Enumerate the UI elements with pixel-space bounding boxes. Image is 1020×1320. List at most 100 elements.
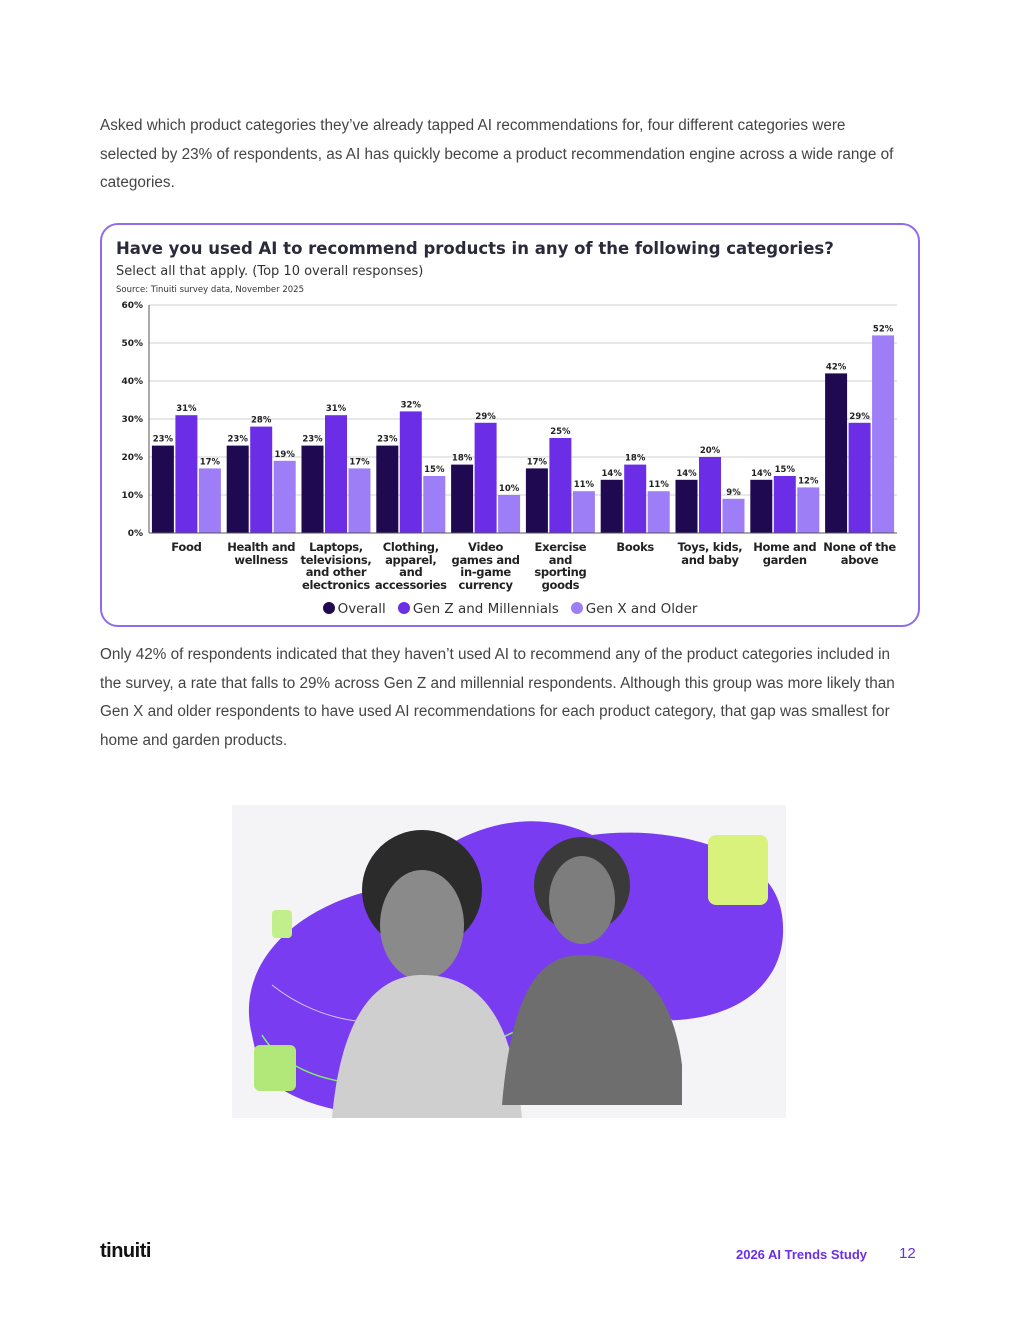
bar xyxy=(250,426,273,533)
bar xyxy=(498,495,521,533)
value-label: 52% xyxy=(873,324,894,334)
bar xyxy=(572,491,595,533)
legend-label: Gen Z and Millennials xyxy=(412,601,559,617)
value-label: 23% xyxy=(153,435,174,445)
y-tick-label: 20% xyxy=(121,453,143,463)
x-tick-label: Video games and in-game currency xyxy=(451,541,520,592)
legend-item: Overall xyxy=(322,601,386,617)
x-label-box: Home and garden xyxy=(753,541,817,567)
value-label: 12% xyxy=(798,476,819,486)
value-label: 11% xyxy=(574,480,595,490)
legend-label: Overall xyxy=(337,601,386,617)
bar xyxy=(175,415,198,533)
x-label-box: Clothing, apparel, and accessories xyxy=(374,541,447,592)
x-tick-label: Toys, kids, and baby xyxy=(677,541,743,567)
value-label: 10% xyxy=(499,484,520,494)
chart-source: Source: Tinuiti survey data, November 20… xyxy=(116,285,304,295)
bar xyxy=(675,479,698,533)
y-tick-label: 30% xyxy=(121,415,143,425)
legend-item: Gen Z and Millennials xyxy=(397,601,559,617)
bar xyxy=(423,476,446,533)
x-tick-label: Health and wellness xyxy=(227,541,296,567)
report-title: 2026 AI Trends Study xyxy=(735,1247,867,1262)
y-tick-label: 60% xyxy=(121,301,143,311)
logo: tinuiti xyxy=(100,1240,151,1262)
value-label: 17% xyxy=(200,457,221,467)
value-label: 23% xyxy=(302,435,323,445)
illustration xyxy=(232,805,786,1118)
y-tick-label: 50% xyxy=(121,339,143,349)
bar xyxy=(198,468,221,533)
x-label-box: Laptops, televisions, and other electron… xyxy=(300,541,372,592)
y-tick-label: 40% xyxy=(121,377,143,387)
bar xyxy=(773,476,796,533)
bar xyxy=(797,487,820,533)
value-label: 23% xyxy=(377,435,398,445)
value-label: 23% xyxy=(228,435,249,445)
bar xyxy=(647,491,670,533)
value-label: 42% xyxy=(826,362,847,372)
value-label: 25% xyxy=(550,427,571,437)
bar xyxy=(226,445,249,533)
bar xyxy=(399,411,422,533)
chart-card: Have you used AI to recommend products i… xyxy=(100,223,920,627)
value-label: 14% xyxy=(676,469,697,479)
value-label: 17% xyxy=(349,457,370,467)
value-label: 14% xyxy=(751,469,772,479)
value-label: 31% xyxy=(176,404,197,414)
value-label: 11% xyxy=(649,480,670,490)
bar xyxy=(325,415,347,533)
x-tick-label: None of the above xyxy=(823,541,896,567)
chart-subtitle: Select all that apply. (Top 10 overall r… xyxy=(116,264,423,279)
bar xyxy=(848,422,871,533)
value-label: 17% xyxy=(527,457,548,467)
legend: Overall Gen Z and Millennials Gen X and Ol… xyxy=(102,601,918,617)
value-label: 32% xyxy=(401,400,422,410)
bar xyxy=(872,335,895,533)
bar xyxy=(376,445,399,533)
bar xyxy=(722,498,745,533)
bar xyxy=(301,445,324,533)
chart: Have you used AI to recommend products i… xyxy=(116,239,897,592)
legend-swatch xyxy=(570,602,583,614)
x-label-box: Exercise and sporting goods xyxy=(534,541,587,592)
bar xyxy=(525,468,548,533)
value-label: 15% xyxy=(775,465,796,475)
bar xyxy=(624,464,647,533)
bar xyxy=(699,457,721,533)
legend-swatch xyxy=(397,602,410,614)
page-number: 12 xyxy=(899,1245,916,1262)
value-label: 28% xyxy=(251,416,272,426)
x-label-box: Books xyxy=(616,541,654,554)
bar xyxy=(474,422,497,533)
value-label: 20% xyxy=(700,446,721,456)
bar xyxy=(549,438,572,533)
x-label-box: Food xyxy=(171,541,202,554)
x-label-box: Toys, kids, and baby xyxy=(677,541,743,567)
bar xyxy=(750,479,773,533)
y-tick-label: 10% xyxy=(121,491,143,501)
legend-swatch xyxy=(322,602,335,614)
value-label: 19% xyxy=(275,450,296,460)
x-tick-label: Home and garden xyxy=(753,541,817,567)
x-label-box: None of the above xyxy=(823,541,896,567)
legend-item: Gen X and Older xyxy=(570,601,698,617)
x-tick-label: Clothing, apparel, and accessories xyxy=(374,541,447,592)
value-label: 18% xyxy=(625,454,646,464)
value-label: 29% xyxy=(849,412,870,422)
x-tick-label: Exercise and sporting goods xyxy=(534,541,587,592)
paragraph: Only 42% of respondents indicated that t… xyxy=(100,646,895,749)
y-tick-label: 0% xyxy=(128,529,143,539)
legend-label: Gen X and Older xyxy=(585,601,698,617)
value-label: 18% xyxy=(452,454,473,464)
value-label: 31% xyxy=(326,404,347,414)
paragraph: Asked which product categories they’ve a… xyxy=(100,117,894,191)
value-label: 14% xyxy=(602,469,623,479)
value-label: 29% xyxy=(475,412,496,422)
x-tick-label: Laptops, televisions, and other electron… xyxy=(300,541,372,592)
x-tick-label: Books xyxy=(616,541,654,554)
bar xyxy=(451,464,474,533)
bar xyxy=(273,460,296,533)
x-tick-label: Food xyxy=(171,541,202,554)
